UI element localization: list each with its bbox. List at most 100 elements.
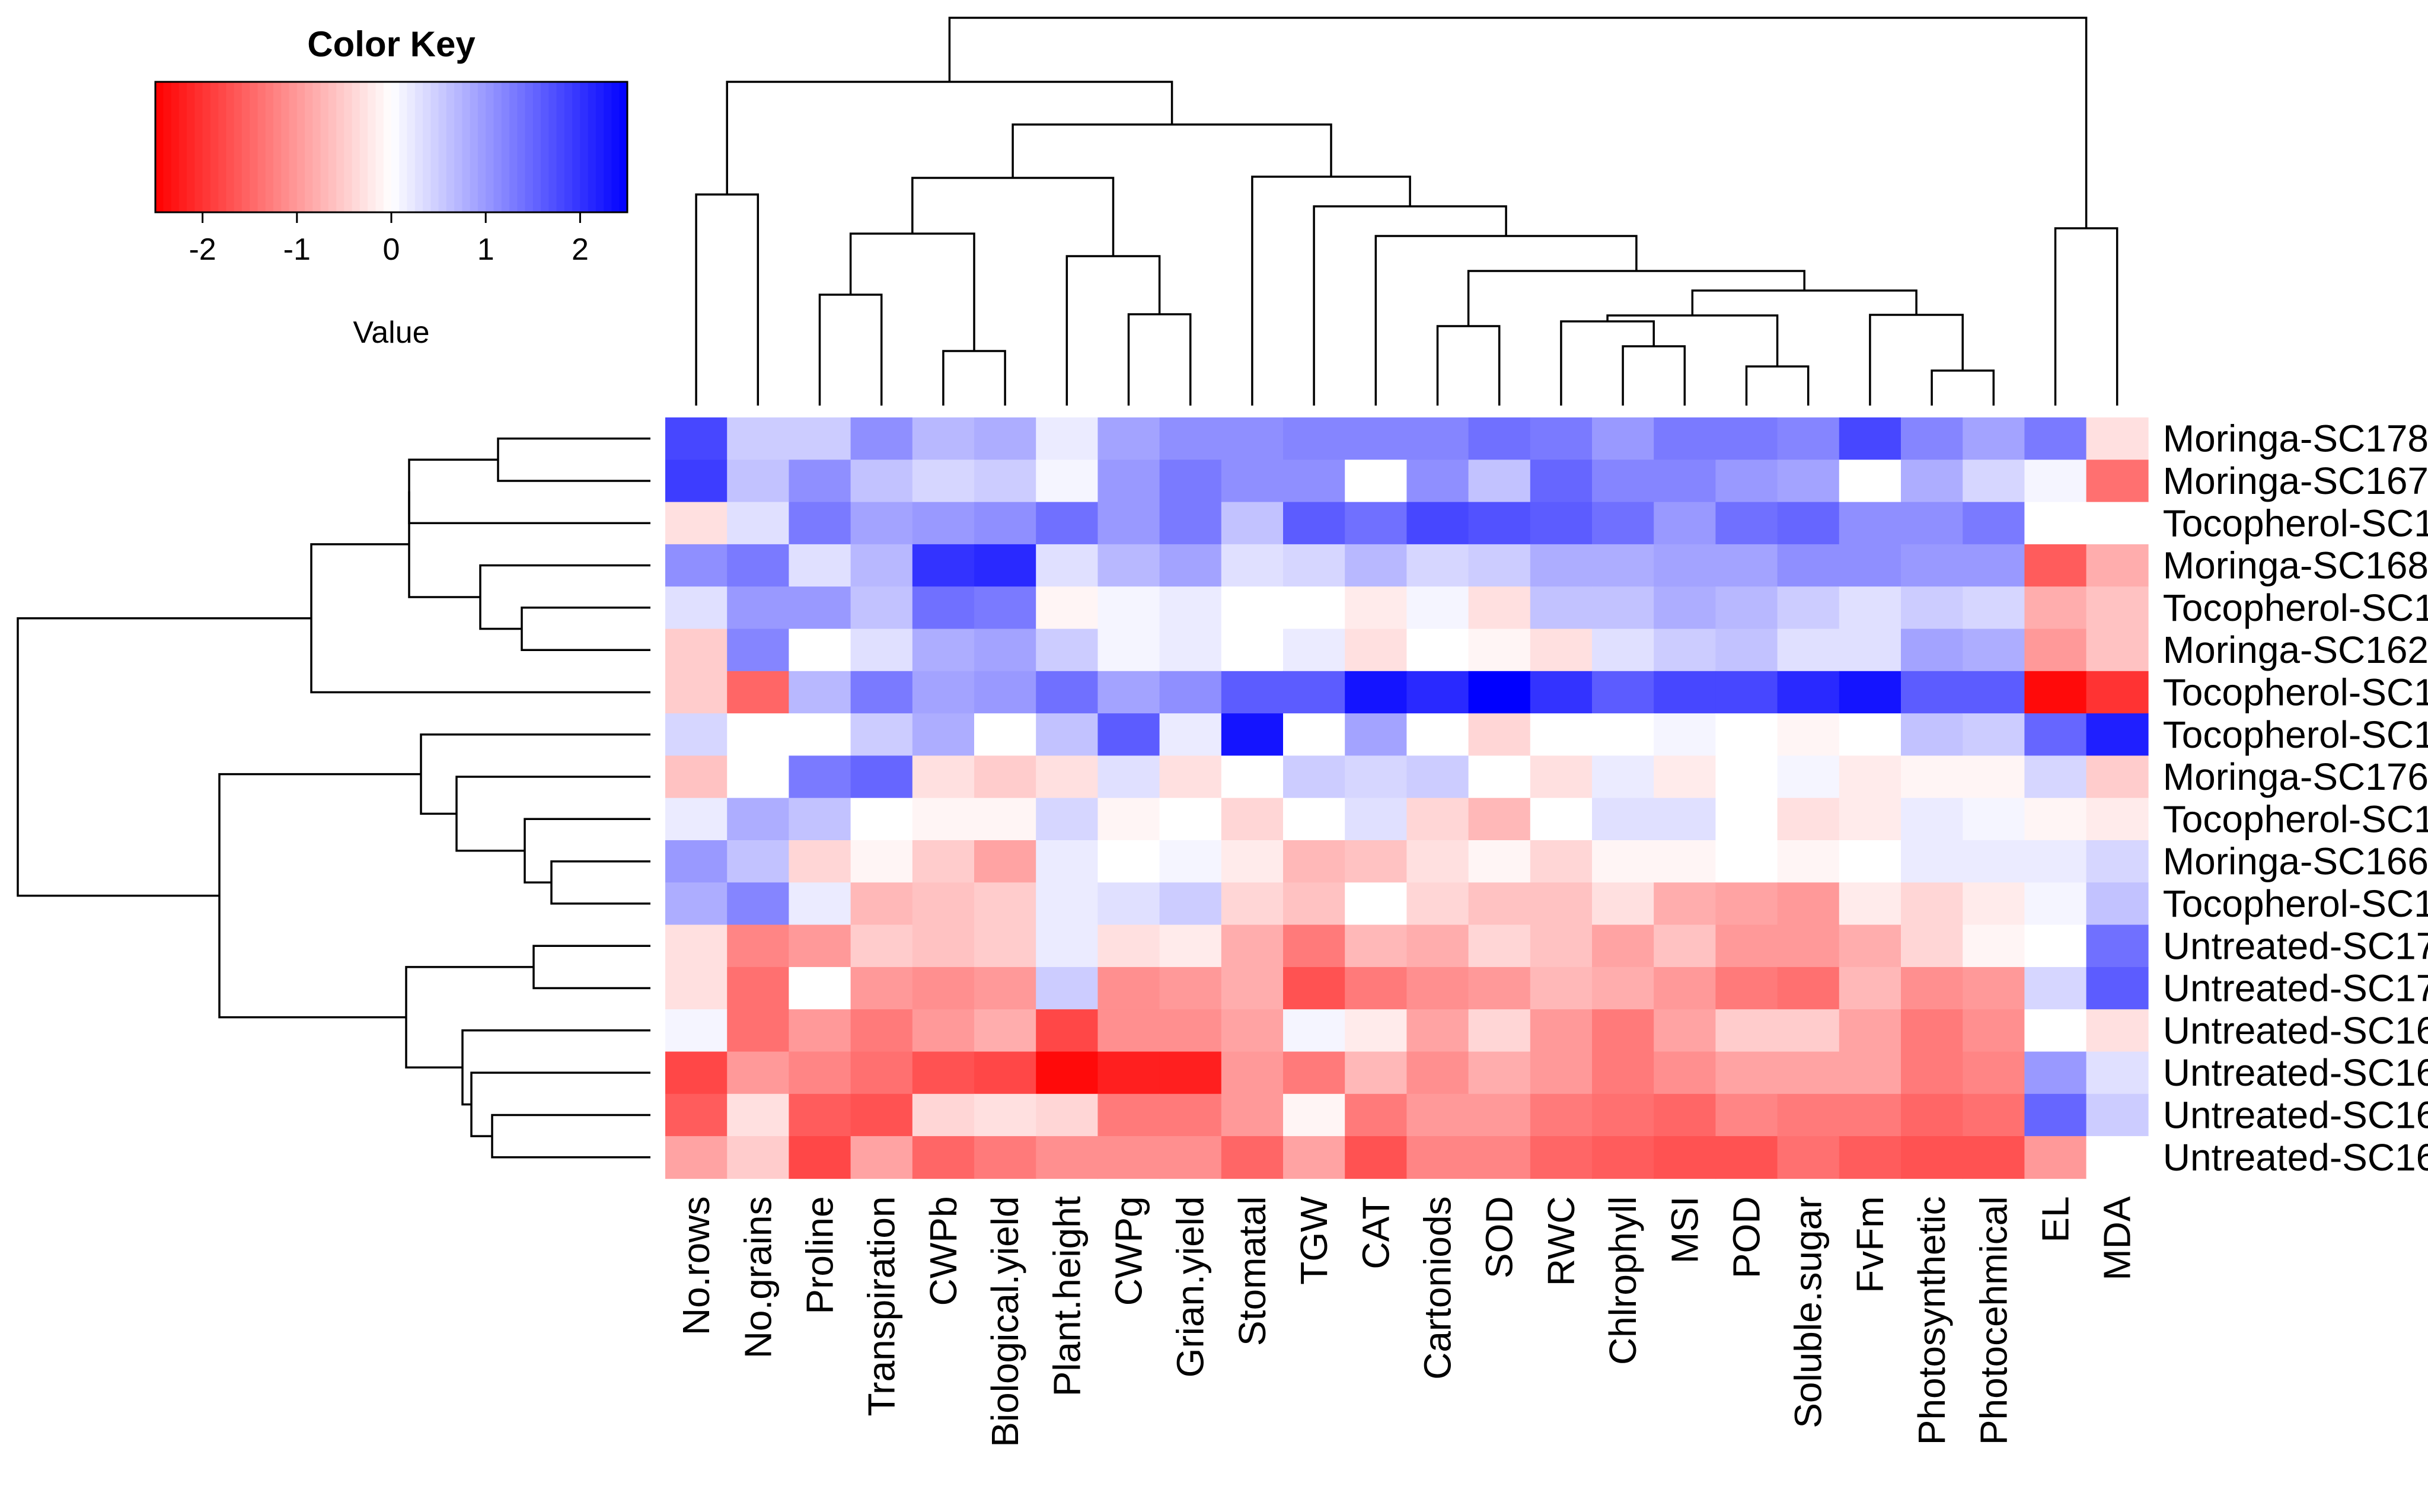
heatmap-cell-Tocopherol-SC162-Soluble.sugar: [1777, 798, 1840, 841]
heatmap-cell-Tocopherol-SC167-Stomatal: [1221, 671, 1284, 714]
heatmap-cell-Moringa-SC178-Cartoniods: [1406, 417, 1469, 461]
heatmap-cell-Tocopherol-SC176-Grian.yield: [1159, 713, 1222, 757]
heatmap-cell-Moringa-SC166-Soluble.sugar: [1777, 840, 1840, 883]
heatmap-cell-Moringa-SC176-No.grains: [727, 755, 790, 799]
heatmap-cell-Untreated-SC178-SOD: [1468, 924, 1531, 968]
heatmap-cell-Moringa-SC166-Stomatal: [1221, 840, 1284, 883]
heatmap-cell-Untreated-SC168-Photosynthetic: [1901, 1051, 1963, 1095]
heatmap-cell-Moringa-SC162-Grian.yield: [1159, 629, 1222, 672]
row-dendrogram-branch: [455, 776, 650, 852]
heatmap-cell-Moringa-SC166-CWPb: [912, 840, 975, 883]
heatmap-cell-Moringa-SC162-CWPg: [1097, 629, 1160, 672]
heatmap-cell-Tocopherol-SC168-Transpiration: [850, 586, 913, 630]
heatmap-cell-Tocopherol-SC166-Stomatal: [1221, 882, 1284, 926]
heatmap-cell-Moringa-SC176-Plant.height: [1036, 755, 1099, 799]
heatmap-cell-Untreated-SC166-Cartoniods: [1406, 1136, 1469, 1179]
heatmap-cell-Untreated-SC162-Proline: [789, 1093, 851, 1137]
heatmap-cell-Tocopherol-SC168-No.grains: [727, 586, 790, 630]
heatmap-cell-Tocopherol-SC162-RWC: [1530, 798, 1593, 841]
color-key-swatch: [368, 82, 377, 212]
heatmap-cell-Tocopherol-SC168-Photosynthetic: [1901, 586, 1963, 630]
heatmap-cell-Untreated-SC168-EL: [2024, 1051, 2087, 1095]
heatmap-cell-Tocopherol-SC166-No.grains: [727, 882, 790, 926]
row-dendrogram-branch: [491, 1114, 650, 1159]
heatmap-cell-Moringa-SC162-Photocehmical: [1963, 629, 2025, 672]
row-dendrogram-branch: [218, 773, 421, 1019]
heatmap-cell-Untreated-SC168-Proline: [789, 1051, 851, 1095]
heatmap-cell-Moringa-SC168-Grian.yield: [1159, 544, 1222, 587]
heatmap-cell-Moringa-SC162-POD: [1715, 629, 1778, 672]
heatmap-cell-Moringa-SC166-Chlrophyll: [1592, 840, 1654, 883]
heatmap-cell-Moringa-SC162-MSI: [1654, 629, 1716, 672]
heatmap-cell-Moringa-SC162-RWC: [1530, 629, 1593, 672]
heatmap-cell-Tocopherol-SC168-TGW: [1283, 586, 1345, 630]
heatmap-cell-Tocopherol-SC162-No.rows: [665, 798, 728, 841]
heatmap-cell-Tocopherol-SC168-Chlrophyll: [1592, 586, 1654, 630]
heatmap-cell-Tocopherol-SC166-Soluble.sugar: [1777, 882, 1840, 926]
row-dendrogram-branch: [470, 1071, 650, 1137]
heatmap-cell-Tocopherol-SC176-CAT: [1345, 713, 1408, 757]
heatmap-cell-Moringa-SC168-Biological.yield: [974, 544, 1036, 587]
heatmap-cell-Untreated-SC176-Grian.yield: [1159, 966, 1222, 1010]
heatmap-cell-Moringa-SC166-Grian.yield: [1159, 840, 1222, 883]
row-label-Tocopherol-SC178: Tocopherol-SC178: [2163, 502, 2428, 544]
heatmap-cell-Tocopherol-SC178-Chlrophyll: [1592, 502, 1654, 545]
heatmap-cell-Tocopherol-SC166-No.rows: [665, 882, 728, 926]
column-label-EL: EL: [2034, 1196, 2077, 1242]
heatmap-cell-Moringa-SC176-Transpiration: [850, 755, 913, 799]
row-label-Moringa-SC162: Moringa-SC162: [2163, 629, 2428, 671]
heatmap-cell-Untreated-SC166-CWPb: [912, 1136, 975, 1179]
heatmap-cell-Tocopherol-SC168-Stomatal: [1221, 586, 1284, 630]
heatmap-cell-Moringa-SC167-Plant.height: [1036, 460, 1099, 503]
column-label-MDA: MDA: [2096, 1196, 2139, 1281]
color-key-swatch: [328, 82, 337, 212]
heatmap-cell-Moringa-SC166-Cartoniods: [1406, 840, 1469, 883]
heatmap-cell-Untreated-SC162-TGW: [1283, 1093, 1345, 1137]
heatmap-cell-Moringa-SC168-No.grains: [727, 544, 790, 587]
heatmap-cell-Untreated-SC176-RWC: [1530, 966, 1593, 1010]
color-key-swatch: [414, 82, 423, 212]
heatmap-cell-Moringa-SC167-Proline: [789, 460, 851, 503]
heatmap-cell-Untreated-SC166-No.grains: [727, 1136, 790, 1179]
heatmap-cell-Tocopherol-SC166-Transpiration: [850, 882, 913, 926]
heatmap-cell-Untreated-SC178-MSI: [1654, 924, 1716, 968]
heatmap-cell-Untreated-SC178-Proline: [789, 924, 851, 968]
heatmap-cell-Tocopherol-SC178-Photocehmical: [1963, 502, 2025, 545]
column-dendrogram-branch: [1127, 313, 1192, 406]
row-dendrogram-branch: [479, 564, 650, 630]
color-key-swatch: [296, 82, 305, 212]
heatmap-cell-Untreated-SC176-No.rows: [665, 966, 728, 1010]
heatmap-cell-Moringa-SC166-RWC: [1530, 840, 1593, 883]
heatmap-cell-Tocopherol-SC162-FvFm: [1839, 798, 1901, 841]
column-dendrogram-branch: [818, 294, 883, 406]
heatmap-cell-Untreated-SC166-CAT: [1345, 1136, 1408, 1179]
heatmap-cell-Moringa-SC168-MSI: [1654, 544, 1716, 587]
heatmap-cell-Untreated-SC167-CWPb: [912, 1009, 975, 1052]
column-label-CWPb: CWPb: [922, 1196, 965, 1306]
column-dendrogram-branch: [1560, 320, 1655, 406]
color-key-swatch: [509, 82, 518, 212]
heatmap-cell-Tocopherol-SC178-Transpiration: [850, 502, 913, 545]
heatmap-cell-Tocopherol-SC178-EL: [2024, 502, 2087, 545]
heatmap-cell-Moringa-SC168-CWPb: [912, 544, 975, 587]
heatmap-cell-Moringa-SC162-SOD: [1468, 629, 1531, 672]
heatmap-cell-Untreated-SC168-Soluble.sugar: [1777, 1051, 1840, 1095]
heatmap-cell-Tocopherol-SC166-CAT: [1345, 882, 1408, 926]
heatmap-cell-Moringa-SC176-CWPb: [912, 755, 975, 799]
heatmap-cell-Untreated-SC176-TGW: [1283, 966, 1345, 1010]
color-key-swatch: [604, 82, 612, 212]
color-key-swatch: [391, 82, 400, 212]
heatmap-cell-Untreated-SC167-Transpiration: [850, 1009, 913, 1052]
heatmap-cells: [665, 417, 2149, 1179]
heatmap-cell-Tocopherol-SC162-CWPg: [1097, 798, 1160, 841]
heatmap-cell-Tocopherol-SC168-Proline: [789, 586, 851, 630]
heatmap-cell-Tocopherol-SC167-RWC: [1530, 671, 1593, 714]
color-key-swatch: [572, 82, 581, 212]
heatmap-cell-Untreated-SC167-Cartoniods: [1406, 1009, 1469, 1052]
color-key-swatch: [281, 82, 290, 212]
heatmap-cell-Tocopherol-SC178-CAT: [1345, 502, 1408, 545]
heatmap-cell-Untreated-SC166-Proline: [789, 1136, 851, 1179]
heatmap-cell-Tocopherol-SC178-SOD: [1468, 502, 1531, 545]
color-key-swatch: [493, 82, 502, 212]
heatmap-cell-Moringa-SC176-Proline: [789, 755, 851, 799]
